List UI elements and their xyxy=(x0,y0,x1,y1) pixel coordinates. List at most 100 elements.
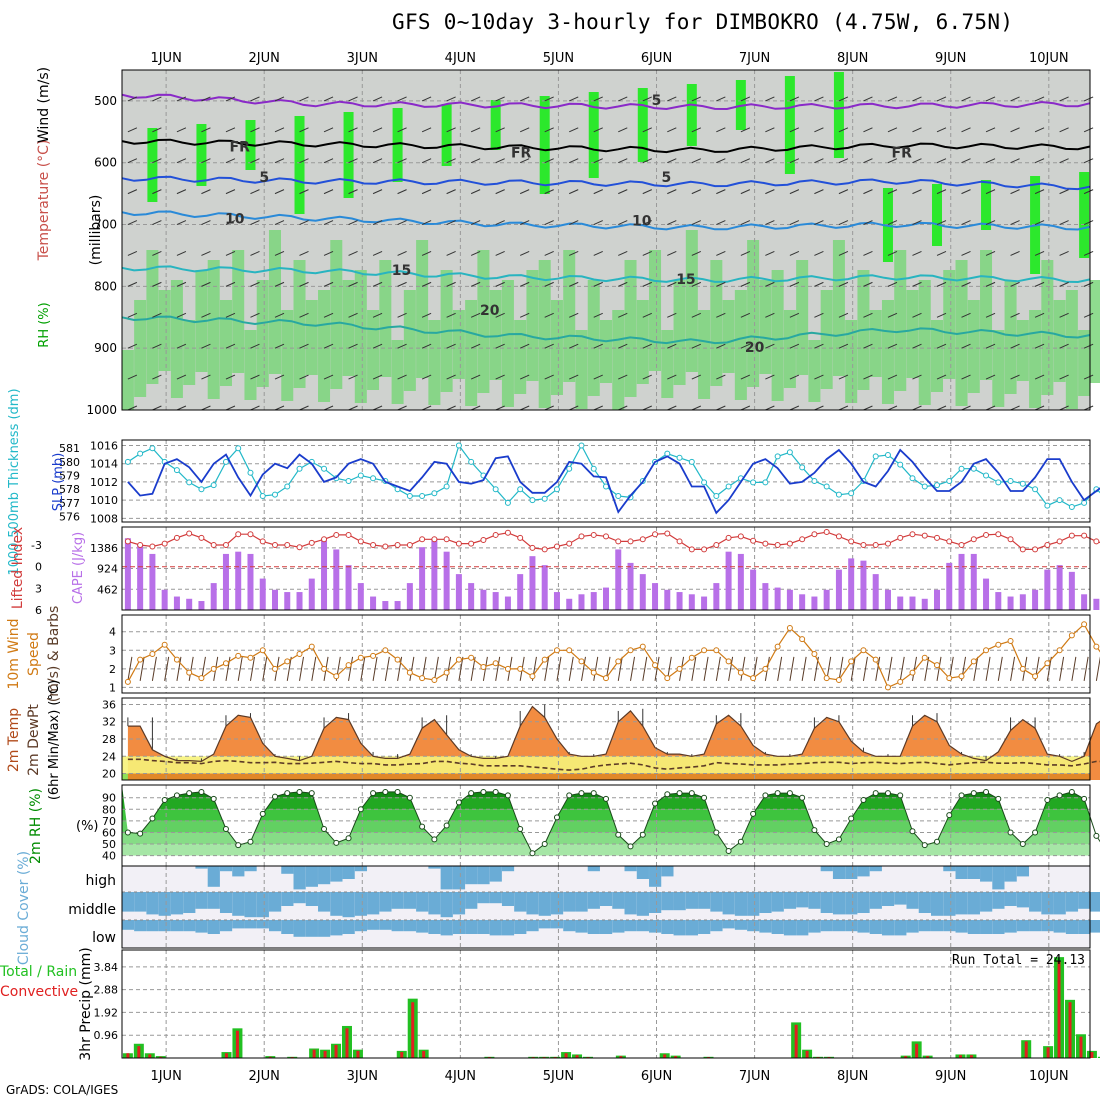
isotherm-label: 15 xyxy=(392,263,411,279)
rh-line-point xyxy=(688,790,695,797)
wind-barb xyxy=(789,405,800,411)
surface-wind-barb xyxy=(433,656,439,681)
wind-barb xyxy=(323,158,334,164)
cape-bar xyxy=(529,556,536,610)
thickness-line-point xyxy=(897,461,904,468)
wind-barb xyxy=(250,127,260,133)
wind-barb xyxy=(127,189,138,195)
cloud-low-bar xyxy=(440,920,453,936)
surface-wind-barb xyxy=(936,656,942,681)
wind-barb xyxy=(495,312,505,318)
lifted-index-line-point xyxy=(504,529,511,536)
rh-tick: 80 xyxy=(102,803,116,816)
wind-barb xyxy=(127,312,138,318)
cape-bar xyxy=(394,601,401,610)
wind-barb xyxy=(569,220,579,226)
wind-barb xyxy=(176,158,187,164)
wind-barb xyxy=(838,312,849,318)
wind-panel-frame xyxy=(121,614,1091,694)
wind-barb xyxy=(299,189,309,195)
cloud-low-bar xyxy=(955,920,968,933)
rh-line-point xyxy=(1081,795,1088,802)
wind-barb xyxy=(372,405,383,411)
wind-barb xyxy=(519,189,530,195)
wind-speed-line-point xyxy=(553,647,560,654)
wind-barb xyxy=(1010,374,1020,380)
rh-patch xyxy=(932,184,943,246)
cloud-middle-bar xyxy=(1004,892,1017,906)
isotherm-label: 5 xyxy=(652,93,662,109)
date-label-top: 7JUN xyxy=(739,51,770,66)
wind-barb xyxy=(495,281,505,287)
wind-barb xyxy=(618,405,628,411)
rh-patch xyxy=(869,310,882,377)
cape-bar xyxy=(786,589,793,610)
wind-barb xyxy=(348,96,358,102)
cape-bar xyxy=(541,565,548,610)
wind-barb xyxy=(397,312,407,318)
thickness-tick: 578 xyxy=(59,483,80,496)
cape-bar xyxy=(664,589,671,610)
wind-barb xyxy=(961,312,971,318)
wind-barb xyxy=(372,374,383,380)
wind-barb xyxy=(569,158,579,164)
lifted-index-line-point xyxy=(1081,532,1088,539)
wind-speed-line-point xyxy=(370,652,377,659)
cloud-middle-bar xyxy=(170,892,184,915)
rh-patch xyxy=(489,290,502,380)
cloud-low-bar xyxy=(918,920,931,932)
wind-barb xyxy=(201,250,211,256)
wind-barb xyxy=(716,189,726,195)
cape-bar xyxy=(737,553,744,610)
wind-barb xyxy=(716,374,726,380)
wind-barb xyxy=(618,189,628,195)
cloud-high-bar xyxy=(857,866,870,877)
cape-bar xyxy=(137,544,144,610)
wind-barb xyxy=(569,127,579,133)
cloud-middle-bar xyxy=(857,892,870,913)
cloud-middle-bar xyxy=(452,892,466,915)
wind-barb xyxy=(593,312,603,318)
wind-barb xyxy=(838,158,849,164)
surface-wind-barb xyxy=(715,656,721,681)
precip-convective-bar xyxy=(564,1053,568,1058)
wind-barb xyxy=(421,312,432,318)
wind-speed-line-point xyxy=(406,669,413,676)
wind-barb xyxy=(887,343,898,349)
cloud-low-bar xyxy=(465,920,478,934)
wind-speed-line-point xyxy=(333,673,340,680)
wind-barb xyxy=(814,312,824,318)
wind-barb xyxy=(1083,343,1094,349)
wind-barb xyxy=(1059,405,1069,411)
lifted-index-line-point xyxy=(480,536,487,543)
wind-barb xyxy=(985,250,996,256)
cape-bar xyxy=(701,596,708,610)
cloud-high-bar xyxy=(207,866,220,887)
thickness-line-point xyxy=(909,475,916,482)
wind-speed-line-point xyxy=(247,654,254,661)
wind-barb xyxy=(985,220,996,226)
wind-barb xyxy=(887,158,898,164)
wind-barb xyxy=(250,343,260,349)
wind-speed-line-point xyxy=(786,625,793,631)
rh-patch xyxy=(980,250,993,380)
wind-barb xyxy=(495,127,505,133)
cloud-low-bar xyxy=(600,920,613,934)
cloud-low-bar xyxy=(403,920,417,932)
wind-speed-line-point xyxy=(627,647,634,654)
wind-barb xyxy=(397,374,407,380)
wind-barb xyxy=(961,343,971,349)
rh-line-point xyxy=(627,843,634,850)
wind-speed-line-point xyxy=(701,647,708,654)
wind-barb xyxy=(887,220,898,226)
wind-barb xyxy=(887,312,898,318)
wind-barb xyxy=(691,127,702,133)
wind-speed-line-point xyxy=(259,647,266,654)
wind-barb xyxy=(225,405,236,411)
wind-speed-line-point xyxy=(1093,643,1100,650)
pressure-tick: 1000 xyxy=(86,403,117,417)
wind-barb xyxy=(716,220,726,226)
wind-barb xyxy=(495,343,505,349)
cape-bar xyxy=(370,596,377,610)
wind-barb xyxy=(446,127,456,133)
